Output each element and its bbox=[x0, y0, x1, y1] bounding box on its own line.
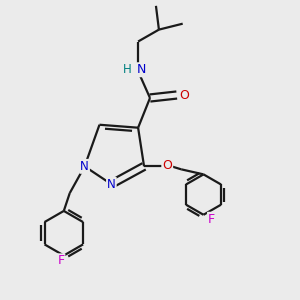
Text: H: H bbox=[122, 63, 131, 76]
Text: O: O bbox=[162, 159, 172, 172]
Text: F: F bbox=[57, 254, 64, 267]
Text: N: N bbox=[80, 160, 89, 173]
Text: N: N bbox=[107, 178, 116, 191]
Text: O: O bbox=[179, 88, 189, 101]
Text: F: F bbox=[208, 213, 215, 226]
Text: N: N bbox=[137, 63, 146, 76]
